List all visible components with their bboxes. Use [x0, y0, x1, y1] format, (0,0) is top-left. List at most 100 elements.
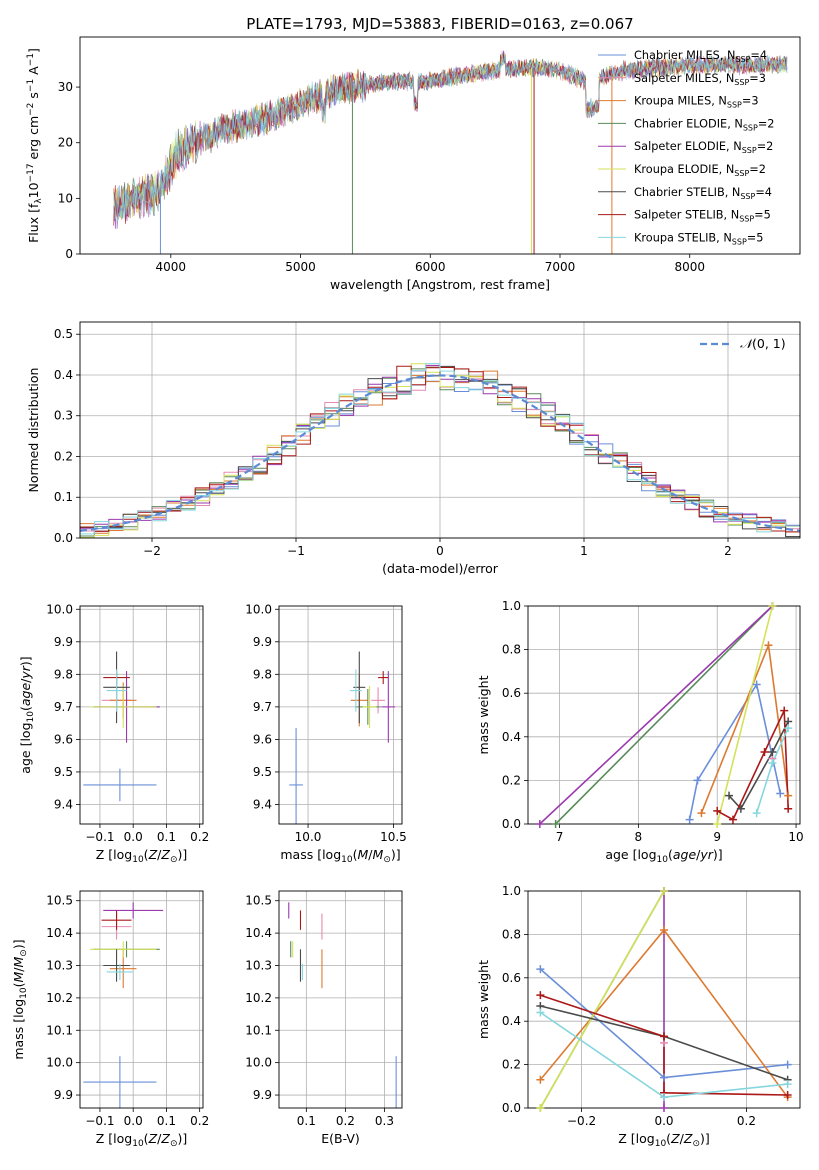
x-axis-label: age [log10(age/yr)]	[605, 847, 722, 865]
panel-residuals: −2 −1 0 1 2 0.0 0.1 0.2 0.3 0.4 0.5 (data-model)/er…	[26, 321, 801, 576]
weight-marker-0	[693, 776, 702, 785]
weight-marker-6	[768, 748, 777, 757]
x-tick-label: 5000	[285, 260, 316, 274]
legend-label: 𝒩(0, 1)	[740, 336, 786, 351]
panel-weight-vs-age: 7 8 9 10 0.0 0.2 0.4 0.6 0.8 1.0 age [log10(age/yr…	[476, 599, 804, 865]
x-tick-label: 2	[724, 544, 732, 558]
y-tick-label: 10.1	[46, 1023, 73, 1037]
weight-line-7	[716, 710, 789, 821]
weight-marker-6	[736, 804, 745, 813]
y-tick-label: 10.3	[46, 958, 73, 972]
plot-area	[288, 902, 397, 1108]
y-tick-label: 0.5	[54, 327, 73, 341]
legend: Chabrier MILES, NSSP=4 Salpeter MILES, NS…	[598, 49, 774, 246]
y-tick-label: 0.4	[502, 1014, 521, 1028]
histogram-series-5	[80, 363, 800, 538]
legend-label: Salpeter MILES, NSSP=3	[634, 72, 766, 87]
weight-line-4	[539, 606, 773, 824]
y-tick-label: 0.0	[54, 531, 73, 545]
weight-marker-2	[784, 791, 793, 800]
y-tick-label: 9.4	[253, 797, 272, 811]
x-tick-label: 10	[788, 830, 803, 844]
y-tick-label: 0.6	[502, 971, 521, 985]
weight-marker-0	[536, 965, 545, 974]
y-tick-label: 9.9	[253, 1088, 272, 1102]
legend-label: Chabrier ELODIE, NSSP=2	[634, 117, 774, 132]
plot-area	[289, 651, 396, 824]
weight-marker-7	[784, 804, 793, 813]
weight-marker-0	[783, 1060, 792, 1069]
weight-marker-5	[660, 887, 668, 895]
x-tick-label: 1	[580, 544, 588, 558]
y-tick-label: 10.3	[245, 958, 272, 972]
x-tick-label: 7000	[545, 260, 576, 274]
y-axis-label: mass weight	[476, 960, 491, 1039]
y-tick-label: 9.9	[54, 635, 73, 649]
x-tick-label: 4000	[156, 260, 187, 274]
y-tick-label: 10.5	[46, 894, 73, 908]
y-tick-label: 10.4	[245, 926, 272, 940]
y-axis-label: Normed distribution	[26, 368, 41, 493]
weight-marker-7	[660, 1032, 668, 1041]
weight-marker-7	[760, 748, 769, 757]
weight-marker-8	[783, 1080, 792, 1089]
weight-marker-2	[660, 926, 668, 935]
y-tick-label: 9.8	[54, 667, 73, 681]
x-tick-label: 8	[635, 830, 643, 844]
weight-marker-8	[660, 1093, 668, 1102]
y-axis-label: mass [log10(M/M⊙)]	[11, 939, 29, 1059]
axes-frame	[79, 890, 204, 1109]
panel-weight-vs-Z: −0.2 0.0 0.2 0.0 0.2 0.4 0.6 0.8 1.0 Z [log10(Z/Z…	[476, 884, 801, 1149]
y-axis-label: mass weight	[476, 675, 491, 754]
axes-frame	[527, 605, 801, 825]
x-tick-label: 10.5	[380, 830, 407, 844]
y-tick-label: 0.2	[54, 449, 73, 463]
x-tick-label: 0	[436, 544, 444, 558]
panel-mass-vs-ebv: 0.1 0.2 0.3 9.9 10.0 10.1 10.2 10.3 10.4 10.5 E(B-…	[245, 890, 403, 1146]
weight-marker-0	[685, 815, 694, 824]
weight-marker-7	[728, 815, 737, 824]
weight-marker-5	[536, 1104, 545, 1112]
y-tick-label: 9.9	[54, 1088, 73, 1102]
weight-line-5	[539, 891, 665, 1108]
x-tick-label: 7	[556, 830, 564, 844]
x-axis-label: Z [log10(Z/Z⊙)]	[96, 847, 188, 865]
panel-spectrum: 4000 5000 6000 7000 8000 0 10 20 30 wavelength [A…	[26, 36, 801, 292]
x-tick-label: 0.0	[654, 1114, 673, 1128]
weight-marker-8	[768, 758, 777, 767]
weight-marker-8	[784, 724, 793, 733]
y-tick-label: 10	[58, 191, 73, 205]
weight-marker-2	[536, 1075, 545, 1084]
y-tick-label: 9.4	[54, 797, 73, 811]
weight-marker-4	[535, 820, 544, 828]
y-tick-label: 10.0	[245, 602, 272, 616]
y-tick-label: 9.8	[253, 667, 272, 681]
plot-area	[113, 50, 788, 254]
weight-marker-8	[752, 809, 761, 818]
y-tick-label: 1.0	[502, 599, 521, 613]
x-axis-label: Z [log10(Z/Z⊙)]	[618, 1131, 710, 1149]
weight-marker-2	[764, 641, 773, 650]
y-axis-label: age [log10(age/yr)]	[18, 656, 36, 773]
panel-mass-vs-Z: −0.1 0.0 0.1 0.2 9.9 10.0 10.1 10.2 10.3 10.4 10.5…	[11, 890, 209, 1149]
weight-marker-0	[776, 789, 785, 798]
x-tick-label: −0.1	[85, 1114, 114, 1128]
y-tick-label: 10.0	[46, 602, 73, 616]
plot-area	[83, 902, 164, 1108]
y-tick-label: 0.0	[502, 817, 521, 831]
legend-label: Kroupa MILES, NSSP=3	[634, 95, 759, 110]
weight-marker-5	[713, 820, 722, 828]
axes-frame	[79, 321, 801, 539]
x-axis-label: mass [log10(M/M⊙)]	[280, 847, 400, 865]
x-axis-label: Z [log10(Z/Z⊙)]	[96, 1131, 188, 1149]
x-tick-label: −0.2	[567, 1114, 596, 1128]
spectrum-series-8	[113, 52, 788, 222]
weight-line-7	[540, 994, 788, 1096]
x-axis-label: wavelength [Angstrom, rest frame]	[330, 277, 550, 292]
weight-marker-2	[697, 809, 706, 818]
y-tick-label: 0.3	[54, 409, 73, 423]
weight-line-6	[728, 721, 789, 811]
y-tick-label: 30	[58, 80, 73, 94]
weight-marker-7	[780, 706, 789, 715]
weight-line-3	[555, 606, 773, 824]
